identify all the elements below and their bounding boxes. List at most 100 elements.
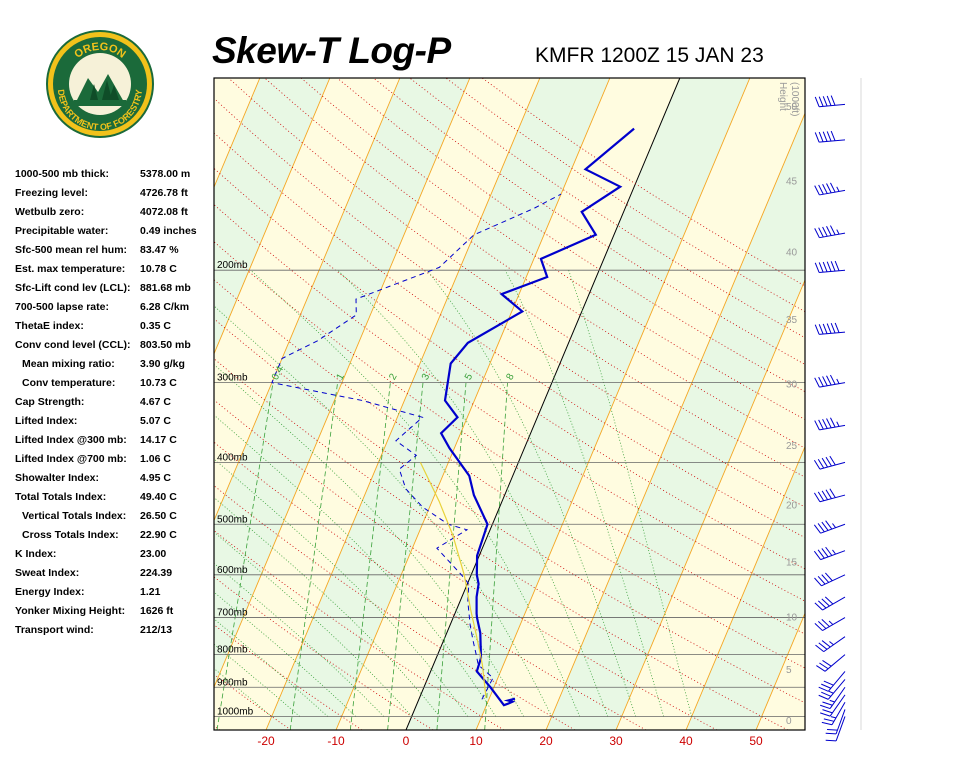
index-label: Sweat Index: <box>15 567 80 579</box>
index-row: Conv cond level (CCL): 803.50 mb <box>15 339 215 358</box>
height-tick-label: 0 <box>786 716 792 727</box>
index-value: 0.49 inches <box>140 225 197 237</box>
isotherm-band <box>266 78 610 730</box>
index-row: Lifted Index @700 mb: 1.06 C <box>15 453 215 472</box>
pressure-label: 200mb <box>217 260 248 271</box>
pressure-label: 300mb <box>217 373 248 384</box>
index-row: Showalter Index: 4.95 C <box>15 472 215 491</box>
pressure-label: 800mb <box>217 645 248 656</box>
wind-barb <box>821 701 846 726</box>
svg-text:OREGON: OREGON <box>72 41 127 61</box>
mixing-ratio-line <box>387 382 424 730</box>
isotherm-line <box>685 445 805 730</box>
index-value: 4726.78 ft <box>140 187 188 199</box>
height-tick-label: 10 <box>786 612 798 623</box>
index-row: Energy Index: 1.21 <box>15 586 215 605</box>
wind-barb <box>825 709 846 735</box>
index-label: Lifted Index @300 mb: <box>15 434 127 446</box>
index-row: Sweat Index: 224.39 <box>15 567 215 586</box>
index-value: 224.39 <box>140 567 173 579</box>
parcel-line <box>419 462 487 698</box>
index-value: 803.50 mb <box>140 339 191 351</box>
wind-barb <box>818 679 846 700</box>
x-tick-label: 50 <box>749 734 763 748</box>
index-row: Cross Totals Index: 22.90 C <box>15 529 215 548</box>
wind-barb <box>813 488 846 503</box>
moist-adiabat <box>568 270 693 717</box>
index-row: Lifted Index @300 mb: 14.17 C <box>15 434 215 453</box>
dry-adiabat <box>214 167 805 570</box>
wind-barb <box>814 617 846 632</box>
wind-barbs <box>813 95 846 742</box>
x-tick-label: 0 <box>403 734 410 748</box>
index-row: Freezing level: 4726.78 ft <box>15 187 215 206</box>
mixing-ratio-label: 8 <box>504 372 517 382</box>
moist-adiabat <box>214 305 553 717</box>
mixing-ratio-line <box>484 382 508 730</box>
isotherm-line <box>475 78 751 730</box>
wind-barb <box>820 694 846 717</box>
index-value: 5378.00 m <box>140 168 191 180</box>
station-time-label: KMFR 1200Z 15 JAN 23 <box>535 44 764 67</box>
mixing-ratio-line <box>436 382 467 730</box>
index-value: 10.78 C <box>140 263 177 275</box>
pressure-label: 400mb <box>217 452 248 463</box>
index-value: 22.90 C <box>140 529 177 541</box>
index-row: Conv temperature: 10.73 C <box>15 377 215 396</box>
wind-barb <box>816 654 846 672</box>
index-label: Cap Strength: <box>15 396 85 408</box>
wind-barb <box>814 182 846 196</box>
x-tick-label: 30 <box>609 734 623 748</box>
pressure-label: 1000mb <box>217 706 254 717</box>
isotherm-band <box>826 78 960 730</box>
wind-barb <box>813 520 846 534</box>
index-value: 881.68 mb <box>140 282 191 294</box>
dry-adiabat <box>214 318 805 704</box>
isotherm-line <box>755 612 805 730</box>
x-tick-label: 40 <box>679 734 693 748</box>
pressure-label: 900mb <box>217 677 248 688</box>
dry-adiabat <box>300 78 805 420</box>
zero-isotherm <box>405 78 681 730</box>
wind-barb <box>814 260 846 273</box>
index-row: Sfc-500 mean rel hum: 83.47 % <box>15 244 215 263</box>
index-label: Freezing level: <box>15 187 88 199</box>
index-value: 0.35 C <box>140 320 171 332</box>
wind-barb <box>814 596 846 611</box>
dry-adiabat <box>214 485 576 730</box>
isotherm-line <box>214 78 331 355</box>
index-row: Transport wind: 212/13 <box>15 624 215 643</box>
mixing-ratio-line <box>349 382 391 730</box>
index-row: Cap Strength: 4.67 C <box>15 396 215 415</box>
index-row: Est. max temperature: 10.78 C <box>15 263 215 282</box>
index-row: ThetaE index: 0.35 C <box>15 320 215 339</box>
index-value: 10.73 C <box>140 377 177 389</box>
index-label: Conv cond level (CCL): <box>15 339 131 351</box>
index-label: Conv temperature: <box>22 377 116 389</box>
chart-grid <box>214 78 805 730</box>
dry-adiabat <box>214 725 221 730</box>
height-tick-label: 20 <box>786 501 798 512</box>
isotherm-line <box>265 78 541 730</box>
x-tick-label: 20 <box>539 734 553 748</box>
index-value: 26.50 C <box>140 510 177 522</box>
wind-barb <box>813 546 846 561</box>
dry-adiabat <box>214 132 805 539</box>
height-axis-unit: (1000ft) <box>789 82 800 116</box>
oregon-forestry-logo: OREGON DEPARTMENT OF FORESTRY <box>46 30 154 138</box>
height-tick-label: 50 <box>786 102 798 113</box>
dry-adiabat <box>214 97 805 508</box>
wind-barb <box>825 716 846 742</box>
pressure-label: 500mb <box>217 514 248 525</box>
index-label: Transport wind: <box>15 624 94 636</box>
index-row: 1000-500 mb thick: 5378.00 m <box>15 168 215 187</box>
index-value: 83.47 % <box>140 244 179 256</box>
temperature-line <box>439 127 635 707</box>
index-row: Total Totals Index: 49.40 C <box>15 491 215 510</box>
index-row: K Index: 23.00 <box>15 548 215 567</box>
index-value: 212/13 <box>140 624 173 636</box>
height-tick-label: 35 <box>786 315 798 326</box>
dewpoint-line <box>271 193 562 700</box>
mixing-ratio-label: 5 <box>463 372 476 382</box>
